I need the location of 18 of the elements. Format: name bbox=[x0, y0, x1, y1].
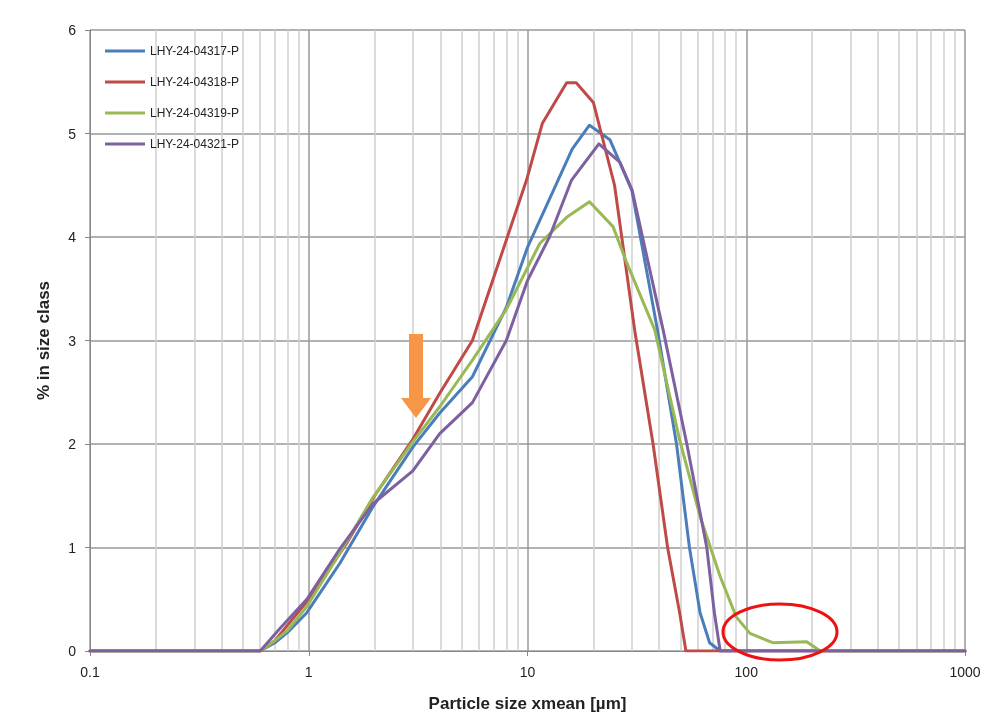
x-tick-label: 100 bbox=[734, 664, 759, 680]
y-tick-label: 1 bbox=[68, 539, 77, 556]
legend-label: LHY-24-04321-P bbox=[150, 137, 239, 151]
x-axis-title: Particle size xmean [µm] bbox=[428, 694, 627, 713]
x-tick-label: 10 bbox=[519, 664, 536, 680]
x-tick-label: 1 bbox=[304, 664, 313, 680]
legend-label: LHY-24-04317-P bbox=[150, 44, 239, 58]
y-tick-label: 0 bbox=[68, 643, 77, 659]
y-tick-label: 6 bbox=[68, 22, 77, 38]
y-tick-label: 4 bbox=[68, 229, 77, 245]
x-tick-label: 0.1 bbox=[80, 664, 100, 680]
x-tick-label: 1000 bbox=[949, 664, 981, 680]
legend-label: LHY-24-04318-P bbox=[150, 75, 239, 89]
y-tick-label: 3 bbox=[68, 332, 77, 349]
y-tick-label: 5 bbox=[68, 125, 77, 142]
legend-label: LHY-24-04319-P bbox=[150, 106, 239, 120]
y-axis-title: % in size class bbox=[34, 280, 53, 401]
y-tick-label: 2 bbox=[68, 436, 77, 452]
